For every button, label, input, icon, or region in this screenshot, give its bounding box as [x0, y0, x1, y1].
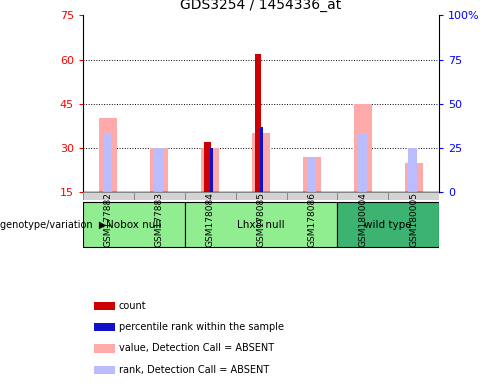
Bar: [94, 344, 115, 353]
Bar: [405, 162, 423, 192]
Text: count: count: [119, 301, 146, 311]
Text: GSM177882: GSM177882: [104, 192, 113, 247]
Text: wild type: wild type: [365, 220, 412, 230]
Text: value, Detection Call = ABSENT: value, Detection Call = ABSENT: [119, 343, 274, 354]
Bar: [252, 133, 270, 192]
FancyBboxPatch shape: [134, 192, 185, 200]
Bar: [306, 157, 316, 192]
FancyBboxPatch shape: [236, 192, 286, 200]
Bar: [204, 142, 210, 192]
Bar: [255, 54, 262, 192]
FancyBboxPatch shape: [337, 202, 439, 247]
Bar: [100, 118, 117, 192]
FancyBboxPatch shape: [83, 202, 185, 247]
Text: Nobox null: Nobox null: [106, 220, 162, 230]
Bar: [354, 104, 372, 192]
Bar: [150, 148, 168, 192]
FancyBboxPatch shape: [388, 192, 439, 200]
Bar: [303, 157, 321, 192]
Text: genotype/variation  ▶: genotype/variation ▶: [0, 220, 106, 230]
Text: Lhx8 null: Lhx8 null: [237, 220, 285, 230]
Bar: [94, 302, 115, 310]
Text: GSM178086: GSM178086: [307, 192, 317, 247]
Text: GSM180005: GSM180005: [409, 192, 418, 247]
Text: rank, Detection Call = ABSENT: rank, Detection Call = ABSENT: [119, 364, 269, 375]
Bar: [94, 366, 115, 374]
FancyBboxPatch shape: [185, 192, 236, 200]
Text: percentile rank within the sample: percentile rank within the sample: [119, 322, 284, 333]
FancyBboxPatch shape: [185, 202, 337, 247]
FancyBboxPatch shape: [286, 192, 337, 200]
Bar: [94, 323, 115, 331]
Bar: [154, 148, 163, 192]
Bar: [357, 133, 366, 192]
Bar: [261, 127, 264, 192]
Text: GSM178084: GSM178084: [205, 192, 215, 247]
Text: GSM180004: GSM180004: [358, 192, 367, 247]
Bar: [408, 148, 417, 192]
Bar: [201, 148, 219, 192]
Text: GSM177883: GSM177883: [155, 192, 164, 247]
FancyBboxPatch shape: [337, 192, 388, 200]
Bar: [209, 148, 213, 192]
FancyBboxPatch shape: [83, 192, 134, 200]
Bar: [103, 133, 112, 192]
Title: GDS3254 / 1454336_at: GDS3254 / 1454336_at: [181, 0, 342, 12]
Text: GSM178085: GSM178085: [257, 192, 265, 247]
